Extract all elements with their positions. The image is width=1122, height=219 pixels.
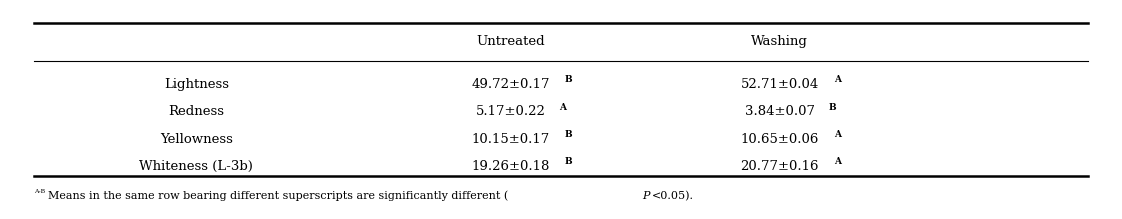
Text: 5.17±0.22: 5.17±0.22 — [476, 105, 545, 118]
Text: 19.26±0.18: 19.26±0.18 — [471, 160, 550, 173]
Text: Means in the same row bearing different superscripts are significantly different: Means in the same row bearing different … — [48, 191, 508, 201]
Text: 10.15±0.17: 10.15±0.17 — [471, 132, 550, 146]
Text: B: B — [828, 103, 836, 112]
Text: A: A — [834, 75, 840, 84]
Text: Redness: Redness — [168, 105, 224, 118]
Text: Untreated: Untreated — [476, 35, 545, 48]
Text: A: A — [559, 103, 565, 112]
Text: Washing: Washing — [752, 35, 808, 48]
Text: B: B — [564, 130, 572, 139]
Text: <0.05).: <0.05). — [652, 191, 693, 201]
Text: A: A — [834, 130, 840, 139]
Text: 20.77±0.16: 20.77±0.16 — [741, 160, 819, 173]
Text: 49.72±0.17: 49.72±0.17 — [471, 78, 550, 91]
Text: A: A — [834, 157, 840, 166]
Text: 3.84±0.07: 3.84±0.07 — [745, 105, 815, 118]
Text: 10.65±0.06: 10.65±0.06 — [741, 132, 819, 146]
Text: Whiteness (L-3b): Whiteness (L-3b) — [139, 160, 254, 173]
Text: A-B: A-B — [34, 189, 45, 194]
Text: 52.71±0.04: 52.71±0.04 — [741, 78, 819, 91]
Text: B: B — [564, 157, 572, 166]
Text: Yellowness: Yellowness — [160, 132, 232, 146]
Text: B: B — [564, 75, 572, 84]
Text: P: P — [642, 191, 650, 201]
Text: Lightness: Lightness — [164, 78, 229, 91]
